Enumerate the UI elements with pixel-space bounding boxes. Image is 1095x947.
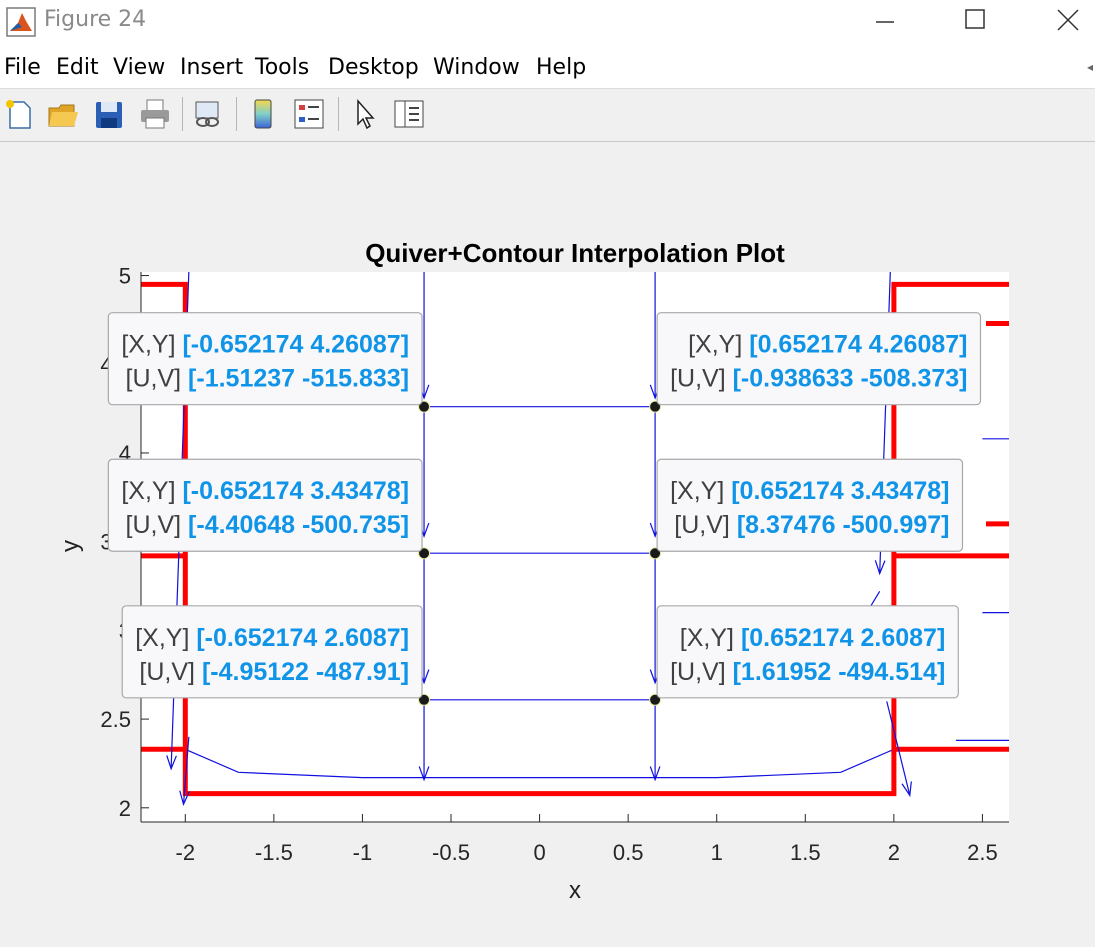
- menu-file[interactable]: File: [4, 55, 41, 80]
- datatip-value: [-0.938633 -508.373]: [733, 365, 968, 393]
- datatip-value: [-0.652174 2.6087]: [196, 624, 409, 652]
- datatip-line: [X,Y] [0.652174 4.26087]: [688, 331, 967, 359]
- datatip-value: [8.37476 -500.997]: [737, 511, 950, 539]
- datatip-label: [U,V]: [139, 658, 202, 686]
- datatip-line: [U,V] [-1.51237 -515.833]: [126, 365, 410, 393]
- window-title: Figure 24: [44, 7, 147, 32]
- datatip-value: [0.652174 2.6087]: [741, 624, 945, 652]
- legend-icon[interactable]: [292, 96, 326, 132]
- colorbar-icon[interactable]: [246, 96, 280, 132]
- datatip-line: [X,Y] [-0.652174 2.6087]: [135, 624, 409, 652]
- minimize-button[interactable]: [856, 4, 916, 38]
- datatip-line: [X,Y] [0.652174 2.6087]: [680, 624, 945, 652]
- x-tick-label: -1: [353, 840, 373, 865]
- datatip-label: [U,V]: [670, 658, 733, 686]
- contour-line-red[interactable]: [141, 281, 1009, 797]
- menu-desktop[interactable]: Desktop: [328, 55, 419, 80]
- x-tick-label: -2: [176, 840, 196, 865]
- datatip-value: [-4.95122 -487.91]: [202, 658, 409, 686]
- x-tick-label: 0: [533, 840, 545, 865]
- open-file-icon[interactable]: [46, 96, 80, 132]
- menu-bar: File Edit View Insert Tools Desktop Wind…: [0, 46, 1095, 89]
- datatip-label: [U,V]: [126, 365, 189, 393]
- x-tick-label: 2.5: [967, 840, 998, 865]
- datatip-label: [X,Y]: [121, 331, 182, 359]
- print-icon[interactable]: [138, 96, 172, 132]
- datatip[interactable]: [X,Y] [-0.652174 2.6087] [U,V] [-4.95122 …: [121, 605, 423, 699]
- datatip[interactable]: [X,Y] [0.652174 4.26087] [U,V] [-0.938633…: [656, 312, 982, 406]
- quiver-arrow[interactable]: [886, 701, 912, 798]
- datatip-line: [X,Y] [-0.652174 3.43478]: [121, 477, 409, 505]
- toolbar: [0, 89, 1095, 142]
- datatip-value: [-0.652174 3.43478]: [182, 477, 409, 505]
- matlab-icon: [6, 7, 36, 37]
- contour-line-blue[interactable]: [185, 748, 895, 779]
- datatip-value: [1.61952 -494.514]: [733, 658, 946, 686]
- menu-window[interactable]: Window: [433, 55, 520, 80]
- datatip-label: [X,Y]: [121, 477, 182, 505]
- figure-canvas: -2-1.5-1-0.500.511.522.522.533.544.55 Qu…: [57, 238, 1009, 904]
- save-icon[interactable]: [92, 96, 126, 132]
- datatip[interactable]: [X,Y] [-0.652174 4.26087] [U,V] [-1.51237…: [107, 312, 423, 406]
- menu-tools[interactable]: Tools: [255, 55, 310, 80]
- datatip[interactable]: [X,Y] [0.652174 3.43478] [U,V] [8.37476 -…: [656, 458, 964, 552]
- link-plot-icon[interactable]: [190, 96, 224, 132]
- datatip-line: [X,Y] [-0.652174 4.26087]: [121, 331, 409, 359]
- menu-view[interactable]: View: [113, 55, 166, 80]
- datatip-line: [U,V] [8.37476 -500.997]: [674, 511, 949, 539]
- x-tick-label: 0.5: [613, 840, 644, 865]
- maximize-button[interactable]: [946, 4, 1006, 38]
- datatip-value: [-0.652174 4.26087]: [182, 331, 409, 359]
- datatip-label: [U,V]: [674, 511, 737, 539]
- x-tick-label: -1.5: [255, 840, 293, 865]
- y-tick-label: 5: [119, 264, 131, 289]
- x-tick-label: 1.5: [790, 840, 821, 865]
- x-tick-label: -0.5: [432, 840, 470, 865]
- datatip-value: [0.652174 3.43478]: [731, 477, 949, 505]
- y-axis-label: y: [57, 540, 84, 552]
- datatip-line: [U,V] [-0.938633 -508.373]: [670, 365, 967, 393]
- menu-insert[interactable]: Insert: [180, 55, 244, 80]
- x-axis-label: x: [569, 877, 581, 904]
- title-bar: Figure 24: [0, 0, 1095, 46]
- datatip-line: [U,V] [-4.40648 -500.735]: [126, 511, 410, 539]
- datatip[interactable]: [X,Y] [-0.652174 3.43478] [U,V] [-4.40648…: [107, 458, 423, 552]
- edit-plot-pointer-icon[interactable]: [348, 96, 382, 132]
- datatip-label: [X,Y]: [680, 624, 741, 652]
- toolbar-separator: [236, 97, 237, 131]
- quiver-arrow[interactable]: [418, 699, 430, 782]
- chart-title: Quiver+Contour Interpolation Plot: [365, 238, 785, 268]
- menu-help[interactable]: Help: [536, 55, 587, 80]
- datatip[interactable]: [X,Y] [0.652174 2.6087] [U,V] [1.61952 -4…: [656, 605, 959, 699]
- x-tick-label: 2: [888, 840, 900, 865]
- menu-overflow-icon[interactable]: ◂: [1086, 60, 1093, 74]
- y-tick-label: 2.5: [100, 707, 131, 732]
- quiver-arrow[interactable]: [649, 699, 661, 782]
- datatip-value: [-1.51237 -515.833]: [188, 365, 409, 393]
- datatip-line: [X,Y] [0.652174 3.43478]: [670, 477, 949, 505]
- datatip-label: [X,Y]: [688, 331, 749, 359]
- datatip-line: [U,V] [-4.95122 -487.91]: [139, 658, 409, 686]
- datatip-label: [X,Y]: [135, 624, 196, 652]
- datatip-value: [-4.40648 -500.735]: [188, 511, 409, 539]
- close-button[interactable]: [1036, 4, 1095, 38]
- y-tick-label: 2: [119, 796, 131, 821]
- toolbar-separator: [338, 97, 339, 131]
- datatip-line: [U,V] [1.61952 -494.514]: [670, 658, 945, 686]
- quiver-arrow[interactable]: [179, 736, 190, 807]
- new-figure-icon[interactable]: [2, 96, 36, 132]
- datatip-label: [X,Y]: [670, 477, 731, 505]
- datatip-label: [U,V]: [126, 511, 189, 539]
- datatip-label: [U,V]: [670, 365, 733, 393]
- x-tick-label: 1: [711, 840, 723, 865]
- menu-edit[interactable]: Edit: [56, 55, 99, 80]
- toolbar-separator: [182, 97, 183, 131]
- datatip-value: [0.652174 4.26087]: [749, 331, 967, 359]
- property-inspector-icon[interactable]: [392, 96, 426, 132]
